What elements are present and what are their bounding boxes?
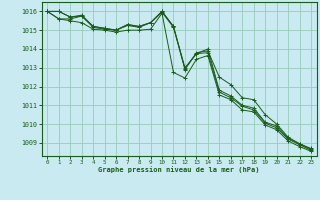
X-axis label: Graphe pression niveau de la mer (hPa): Graphe pression niveau de la mer (hPa) xyxy=(99,167,260,173)
